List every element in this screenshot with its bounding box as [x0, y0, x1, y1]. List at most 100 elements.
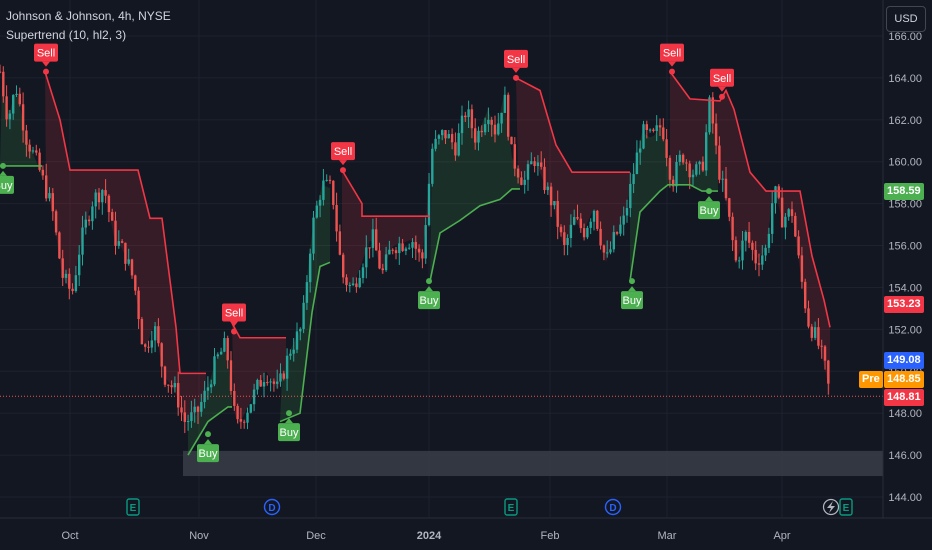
- candle-body: [800, 255, 804, 282]
- candle-body: [490, 119, 493, 125]
- candle-body: [444, 130, 447, 139]
- candle-body: [536, 162, 540, 167]
- candle-body: [134, 275, 137, 291]
- candle-body: [493, 124, 497, 135]
- candle-body: [35, 150, 38, 153]
- candle-body: [302, 302, 305, 329]
- candle-body: [714, 123, 718, 146]
- sell-signal: Sell: [222, 303, 246, 335]
- candle-body: [21, 104, 25, 131]
- candle-body: [48, 193, 51, 199]
- candle-body: [516, 168, 520, 178]
- candle-body: [563, 232, 566, 246]
- candle-body: [738, 260, 741, 262]
- candle-body: [728, 198, 731, 217]
- candle-body: [107, 195, 111, 213]
- candle-body: [549, 186, 553, 206]
- candle-body: [398, 243, 401, 254]
- supertrend-line: [231, 322, 286, 339]
- event-frame: [504, 498, 518, 516]
- candle-body: [698, 161, 701, 165]
- candle-body: [229, 360, 233, 391]
- candle-body: [361, 267, 365, 278]
- signal-text: Buy: [199, 448, 218, 460]
- candle-body: [371, 229, 375, 248]
- price-tick-label: 152.00: [888, 324, 922, 336]
- candle-body: [157, 326, 160, 344]
- candle-body: [582, 228, 586, 238]
- event-letter: E: [508, 503, 515, 514]
- supertrend-line: [429, 188, 520, 282]
- time-tick-label: Oct: [61, 530, 78, 542]
- candle-body: [559, 226, 563, 233]
- candle-body: [629, 183, 632, 209]
- candle-body: [761, 255, 764, 265]
- candle-body: [592, 210, 596, 222]
- candle-body: [556, 201, 559, 227]
- candle-body: [688, 163, 691, 178]
- candle-body: [675, 161, 678, 187]
- signal-badge: [418, 291, 440, 310]
- time-axis[interactable]: Oct Nov Dec 2024 Feb Mar Apr: [0, 517, 932, 542]
- candle-body: [787, 209, 790, 217]
- candle-body: [144, 344, 147, 347]
- signal-pointer: [425, 286, 433, 292]
- candle-body: [685, 162, 688, 164]
- candle-body: [434, 138, 437, 149]
- price-tick-label: 144.00: [888, 492, 922, 504]
- candle-body: [41, 169, 45, 176]
- bid-price-label: 149.08: [884, 352, 924, 369]
- event-frame: [839, 498, 853, 516]
- price-tick-label: 154.00: [888, 282, 922, 294]
- candle-body: [411, 242, 414, 248]
- candle-body: [338, 231, 342, 255]
- buy-signal: Buy: [418, 278, 440, 310]
- candle-body: [190, 412, 193, 422]
- candle-body: [71, 288, 74, 292]
- candle-body: [193, 406, 196, 413]
- candle-body: [54, 211, 58, 233]
- candle-body: [526, 164, 530, 180]
- price-tick-label: 162.00: [888, 115, 922, 127]
- signal-badge: [278, 423, 300, 442]
- supertrend-fill: [342, 170, 430, 287]
- signal-text: Sell: [334, 146, 352, 158]
- time-tick-label: Apr: [773, 530, 790, 542]
- candle-body: [817, 327, 820, 346]
- candle-body: [520, 177, 523, 185]
- candle-body: [114, 220, 117, 246]
- candle-body: [625, 208, 629, 216]
- candle-body: [249, 404, 252, 413]
- candle-body: [609, 249, 612, 253]
- candle-body: [705, 132, 708, 171]
- candle-body: [342, 254, 345, 278]
- candle-body: [648, 129, 652, 131]
- time-tick-label: 2024: [417, 530, 442, 542]
- candle-body: [823, 346, 827, 361]
- candle-body: [619, 224, 622, 234]
- candle-body: [332, 180, 335, 205]
- lightning-glyph: [827, 501, 835, 513]
- buy-signal: Buy: [197, 431, 219, 463]
- candle-body: [5, 96, 8, 120]
- currency-button[interactable]: USD: [886, 6, 926, 32]
- candle-body: [74, 275, 78, 292]
- candle-body: [289, 353, 292, 356]
- signal-badge: [331, 142, 355, 161]
- signal-text: Sell: [663, 48, 681, 60]
- candle-body: [177, 383, 180, 408]
- signal-dot: [706, 188, 712, 195]
- candle-body: [457, 133, 460, 156]
- candle-body: [140, 319, 144, 345]
- supertrend-fill: [0, 83, 42, 178]
- supertrend-fill: [232, 323, 286, 425]
- signal-text: Sell: [225, 307, 243, 319]
- candle-body: [87, 219, 91, 222]
- candle-body: [226, 338, 229, 361]
- candle-body: [639, 148, 642, 153]
- candle-body: [375, 229, 378, 251]
- candle-body: [543, 166, 546, 191]
- candle-body: [744, 232, 747, 241]
- candle-body: [322, 180, 325, 200]
